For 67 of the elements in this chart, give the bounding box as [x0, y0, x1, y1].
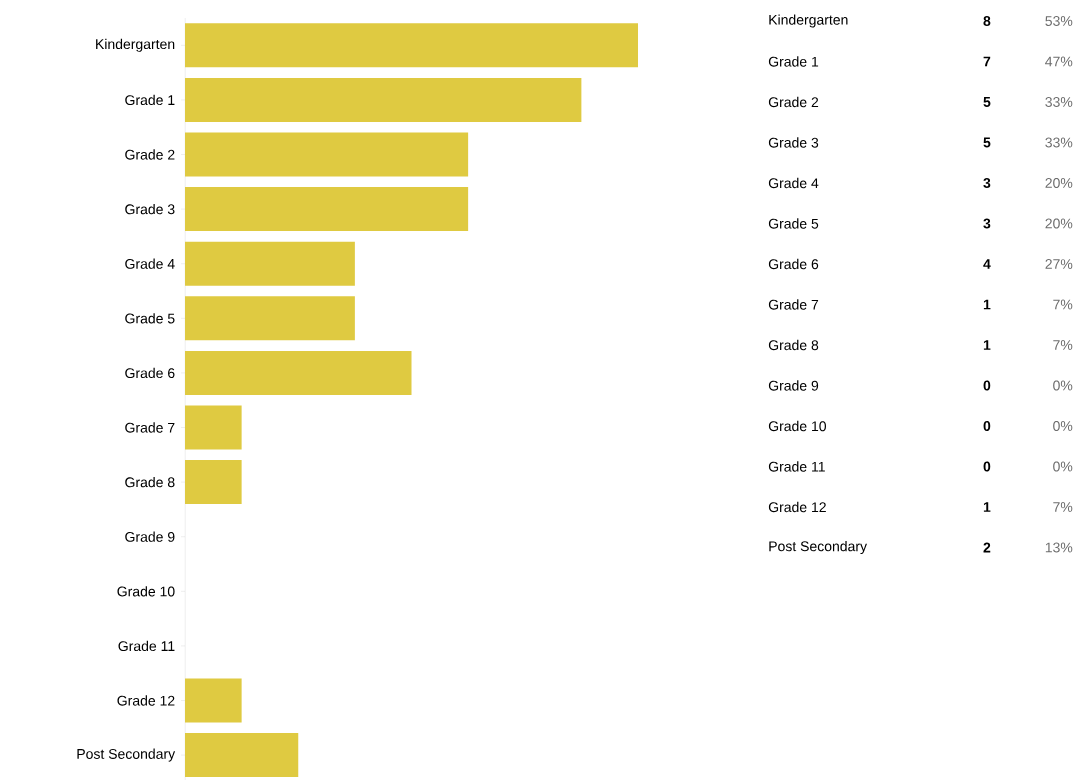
y-tick-label: Grade 1 — [125, 94, 175, 106]
category-label: Grade 6 — [768, 258, 819, 270]
bar — [185, 460, 242, 505]
y-tick-label: Post Secondary — [77, 748, 176, 762]
data-label: 1 — [983, 340, 991, 350]
text: 20% — [1045, 178, 1073, 188]
bar — [185, 296, 355, 341]
bar — [185, 77, 582, 122]
data-label: 8 — [983, 16, 991, 26]
category-label: Post Secondary — [769, 540, 867, 555]
category-label: Grade 10 — [768, 420, 827, 432]
bar — [185, 23, 639, 68]
data-label: 7 — [983, 56, 991, 67]
data-label: 5 — [983, 137, 991, 148]
y-tick-label: Grade 5 — [125, 313, 175, 324]
category-label: Grade 5 — [768, 218, 819, 229]
data-label: 3 — [983, 218, 991, 229]
text: 53% — [1045, 16, 1073, 26]
text: 20% — [1045, 218, 1073, 229]
data-label: 0 — [983, 380, 991, 391]
text: 0% — [1053, 380, 1073, 391]
y-tick-label: Grade 6 — [125, 367, 175, 379]
data-label: 2 — [983, 542, 991, 553]
text: 33% — [1045, 97, 1073, 107]
data-label: 1 — [983, 502, 991, 512]
data-label: 0 — [983, 421, 991, 431]
data-label: 3 — [983, 178, 991, 188]
y-tick-label: Grade 12 — [117, 695, 175, 706]
y-tick-label: Grade 10 — [117, 586, 175, 597]
category-label: Grade 4 — [768, 177, 819, 189]
text: 13% — [1045, 542, 1073, 553]
data-label: 0 — [983, 461, 991, 472]
y-tick-label: Grade 8 — [125, 476, 175, 488]
text: 7% — [1053, 299, 1073, 310]
text: 7% — [1053, 502, 1073, 512]
data-label: 5 — [983, 97, 991, 107]
category-label: Grade 9 — [768, 380, 819, 391]
bar — [185, 405, 242, 450]
y-tick-label: Grade 9 — [125, 531, 175, 542]
category-label: Grade 1 — [768, 56, 819, 67]
category-label: Grade 12 — [768, 501, 826, 513]
category-label: Grade 8 — [768, 339, 819, 351]
bar — [185, 241, 355, 286]
text: 7% — [1053, 340, 1073, 350]
y-tick-label: Grade 3 — [125, 203, 175, 215]
y-tick-label: Grade 7 — [125, 422, 175, 433]
category-label: Grade 7 — [768, 299, 819, 310]
category-label: Grade 2 — [768, 96, 819, 108]
y-tick-label: Grade 11 — [118, 640, 175, 652]
y-tick-label: Kindergarten — [96, 38, 175, 52]
text: 0% — [1053, 461, 1073, 472]
bar — [185, 132, 469, 177]
y-tick-label: Grade 4 — [125, 258, 175, 269]
text: 33% — [1045, 137, 1073, 148]
y-tick-label: Grade 2 — [125, 149, 175, 160]
bar — [185, 350, 412, 395]
bar — [185, 678, 242, 723]
category-label: Kindergarten — [769, 14, 848, 28]
category-label: Grade 11 — [768, 461, 825, 472]
bar — [185, 733, 299, 778]
data-label: 4 — [983, 259, 991, 269]
data-label: 1 — [983, 299, 991, 310]
text: 0% — [1053, 421, 1073, 431]
text: 27% — [1045, 259, 1073, 269]
text: 47% — [1045, 56, 1073, 67]
category-label: Grade 3 — [768, 137, 819, 148]
bar — [185, 187, 469, 232]
